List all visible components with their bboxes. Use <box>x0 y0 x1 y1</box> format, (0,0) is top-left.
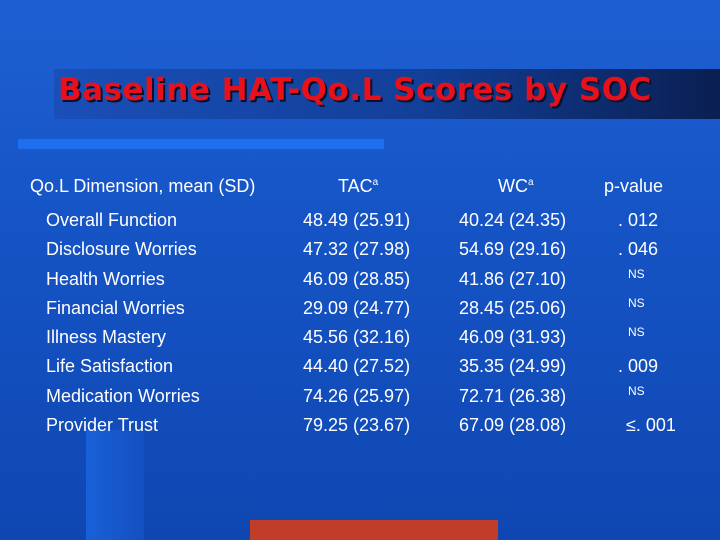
cell-pvalue: . 012 <box>618 210 659 230</box>
cell-wc: 28.45 (25.06) <box>459 298 567 318</box>
header-wc: WCa <box>498 176 534 197</box>
cell-pvalue: ≤. 001 <box>626 415 676 435</box>
cell-tac: 45.56 (32.16) <box>303 327 411 347</box>
cell-pvalue: NS <box>628 296 645 310</box>
cell-dimension: Overall Function <box>46 210 178 230</box>
cell-pvalue: . 009 <box>618 356 659 376</box>
cell-dimension: Illness Mastery <box>46 327 167 347</box>
cell-wc: 41.86 (27.10) <box>459 269 567 289</box>
cell-dimension: Medication Worries <box>46 386 200 406</box>
cell-wc: 72.71 (26.38) <box>459 386 567 406</box>
header-wc-superscript: a <box>528 177 534 188</box>
header-tac-label: TAC <box>338 176 373 196</box>
cell-wc: 46.09 (31.93) <box>459 327 567 347</box>
header-tac: TACa <box>338 176 378 197</box>
cell-wc: 35.35 (24.99) <box>459 356 567 376</box>
cell-wc: 40.24 (24.35) <box>459 210 567 230</box>
cell-dimension: Life Satisfaction <box>46 356 174 376</box>
title-underline-bar <box>18 139 384 149</box>
header-wc-label: WC <box>498 176 528 196</box>
cell-tac: 74.26 (25.97) <box>303 386 411 406</box>
cell-tac: 46.09 (28.85) <box>303 269 411 289</box>
cell-wc: 54.69 (29.16) <box>459 239 567 259</box>
cell-dimension: Provider Trust <box>46 415 159 435</box>
slide-title: Baseline HAT-Qo.L Scores by SOC <box>58 72 652 108</box>
cell-wc: 67.09 (28.08) <box>459 415 567 435</box>
header-pvalue: p-value <box>604 176 664 196</box>
cell-tac: 29.09 (24.77) <box>303 298 411 318</box>
cell-dimension: Disclosure Worries <box>46 239 197 259</box>
cell-tac: 44.40 (27.52) <box>303 356 411 376</box>
cell-tac: 47.32 (27.98) <box>303 239 411 259</box>
cell-pvalue: NS <box>628 325 645 339</box>
cell-pvalue: NS <box>628 267 645 281</box>
title-band <box>54 69 720 119</box>
cell-pvalue: . 046 <box>618 239 659 259</box>
header-tac-superscript: a <box>372 177 379 188</box>
decorative-bottom-bar <box>250 520 498 540</box>
cell-dimension: Health Worries <box>46 269 165 289</box>
cell-tac: 79.25 (23.67) <box>303 415 411 435</box>
cell-pvalue: NS <box>628 384 645 398</box>
decorative-left-bar <box>86 430 144 540</box>
cell-tac: 48.49 (25.91) <box>303 210 411 230</box>
cell-dimension: Financial Worries <box>46 298 185 318</box>
header-dimension: Qo.L Dimension, mean (SD) <box>30 176 256 196</box>
